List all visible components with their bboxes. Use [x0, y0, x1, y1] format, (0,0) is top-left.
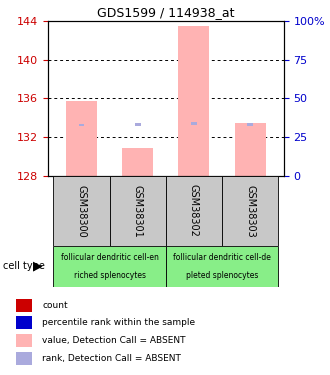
Text: count: count	[42, 301, 68, 310]
Bar	[53, 246, 166, 287]
Bar	[16, 298, 32, 312]
Bar	[122, 148, 153, 176]
Text: rank, Detection Call = ABSENT: rank, Detection Call = ABSENT	[42, 354, 181, 363]
Text: GSM38302: GSM38302	[189, 184, 199, 237]
Text: cell type: cell type	[3, 261, 45, 271]
Bar	[53, 176, 110, 246]
Text: percentile rank within the sample: percentile rank within the sample	[42, 318, 195, 327]
Bar	[235, 123, 266, 176]
Text: riched splenocytes: riched splenocytes	[74, 271, 146, 280]
Bar	[247, 123, 253, 126]
Bar	[16, 334, 32, 347]
Bar	[66, 101, 97, 176]
Text: follicular dendritic cell-en: follicular dendritic cell-en	[61, 253, 159, 262]
Title: GDS1599 / 114938_at: GDS1599 / 114938_at	[97, 6, 235, 20]
Bar	[79, 123, 84, 126]
Bar	[222, 176, 278, 246]
Text: ▶: ▶	[33, 260, 43, 273]
Bar	[179, 27, 209, 176]
Text: GSM38300: GSM38300	[77, 184, 86, 237]
Bar	[135, 123, 141, 126]
Text: GSM38303: GSM38303	[245, 184, 255, 237]
Bar	[166, 176, 222, 246]
Bar	[110, 176, 166, 246]
Bar	[191, 122, 197, 125]
Text: GSM38301: GSM38301	[133, 184, 143, 237]
Bar	[16, 316, 32, 329]
Text: pleted splenocytes: pleted splenocytes	[186, 271, 258, 280]
Bar	[16, 352, 32, 365]
Bar	[166, 246, 278, 287]
Text: value, Detection Call = ABSENT: value, Detection Call = ABSENT	[42, 336, 185, 345]
Text: follicular dendritic cell-de: follicular dendritic cell-de	[173, 253, 271, 262]
